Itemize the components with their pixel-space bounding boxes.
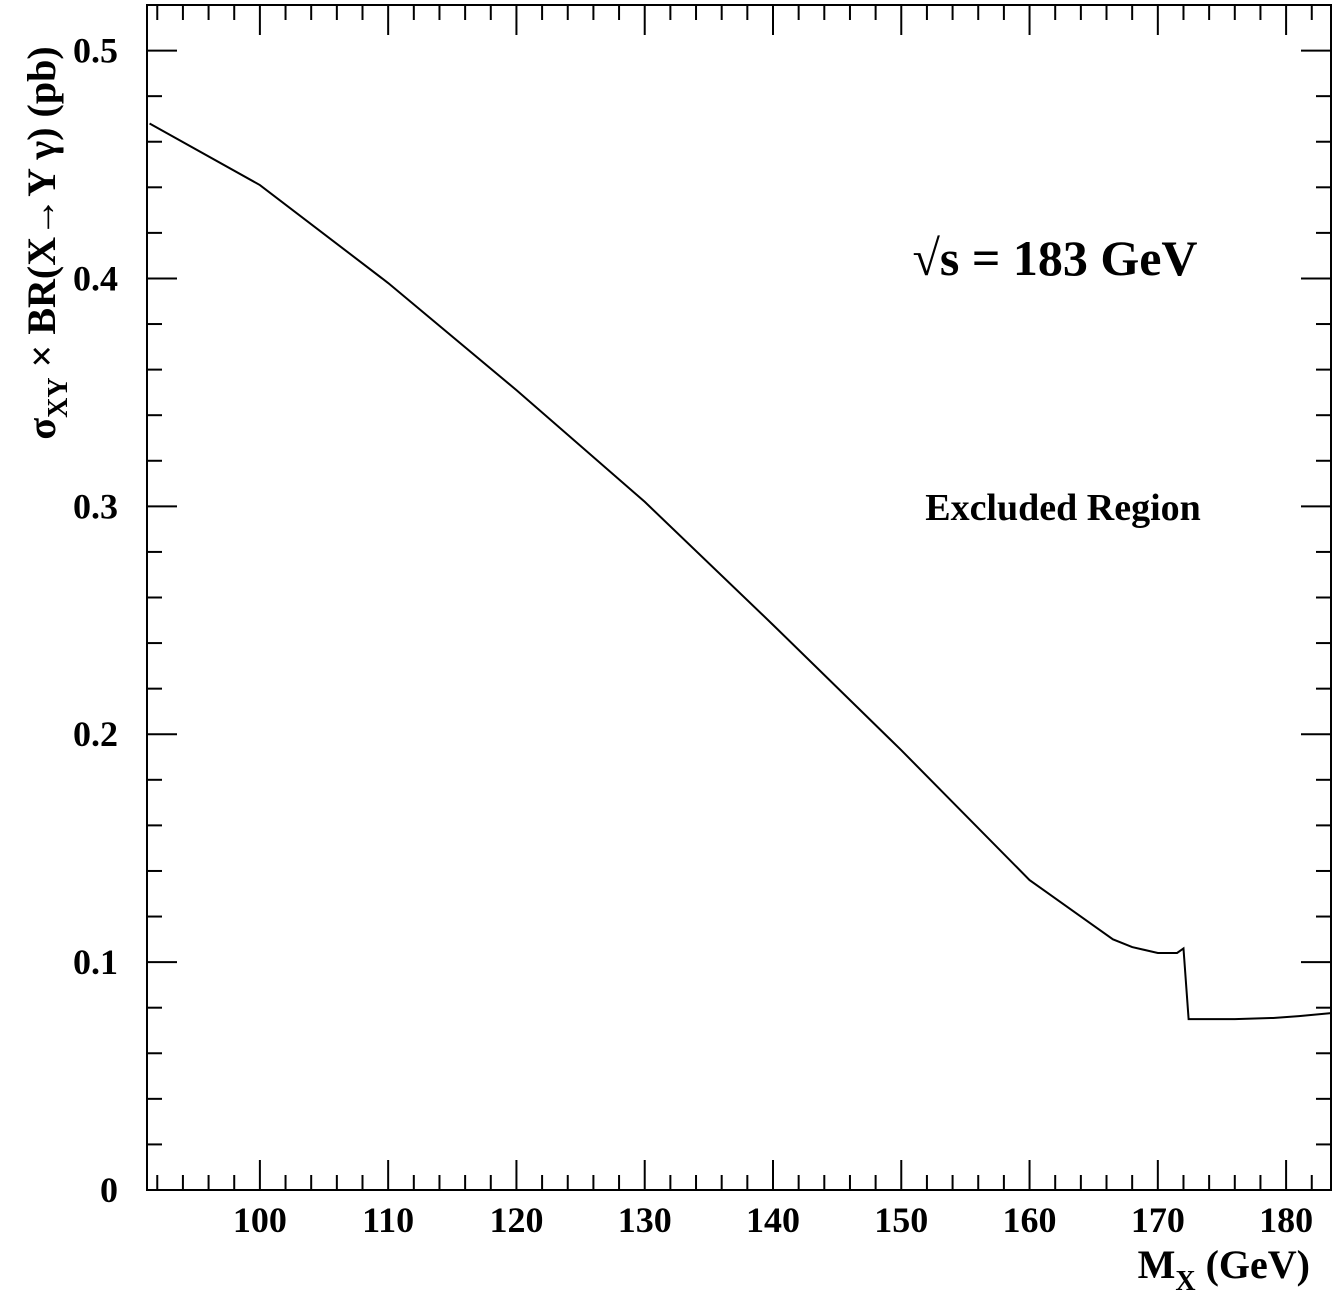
y-tick-label: 0.3 xyxy=(73,486,118,526)
x-tick-label: 160 xyxy=(1003,1200,1057,1240)
y-tick-label: 0.4 xyxy=(73,258,118,298)
y-tick-label: 0 xyxy=(100,1170,118,1210)
annotation: √s = 183 GeV xyxy=(912,230,1197,286)
data-line xyxy=(149,122,1332,1021)
y-axis-label: σXY × BR(X→Y γ) (pb) xyxy=(19,46,74,439)
y-tick-label: 0.2 xyxy=(73,714,118,754)
x-label-main: M xyxy=(1138,1242,1176,1287)
x-tick-label: 110 xyxy=(362,1200,414,1240)
x-tick-label: 120 xyxy=(489,1200,543,1240)
x-tick-label: 180 xyxy=(1259,1200,1313,1240)
plot-frame xyxy=(146,4,1332,1191)
y-tick-label: 0.5 xyxy=(73,31,118,71)
y-label-main: σ xyxy=(19,418,64,440)
x-tick-label: 170 xyxy=(1131,1200,1185,1240)
x-tick-label: 100 xyxy=(233,1200,287,1240)
x-axis-label: MX (GeV) xyxy=(1138,1242,1310,1291)
x-tick-label: 130 xyxy=(618,1200,672,1240)
x-label-rest: (GeV) xyxy=(1196,1242,1310,1287)
y-tick-label: 0.1 xyxy=(73,942,118,982)
y-label-sub: XY xyxy=(43,377,74,417)
x-label-sub: X xyxy=(1175,1266,1195,1291)
y-label-rest: × BR(X→Y γ) (pb) xyxy=(19,46,64,377)
annotation: Excluded Region xyxy=(925,487,1201,529)
x-tick-label: 150 xyxy=(874,1200,928,1240)
x-tick-label: 140 xyxy=(746,1200,800,1240)
